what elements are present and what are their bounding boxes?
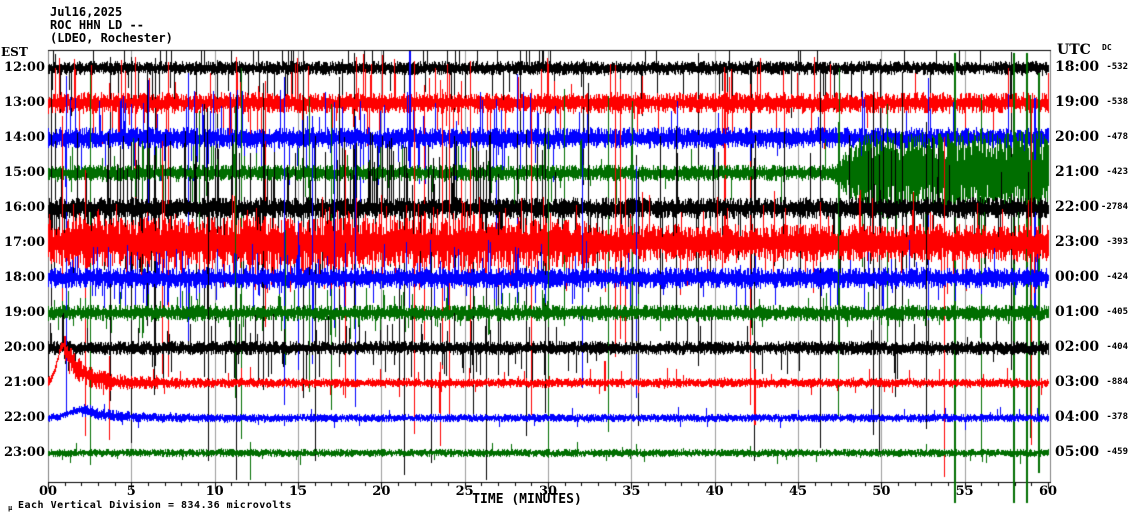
est-hour-label: 12:00 xyxy=(4,60,45,75)
minute-tick-label: 40 xyxy=(705,484,724,499)
dc-value-label: -405 xyxy=(1106,307,1128,317)
dc-value-label: -393 xyxy=(1106,237,1128,247)
dc-value-label: -478 xyxy=(1106,132,1128,142)
utc-hour-label: 20:00 xyxy=(1055,129,1100,145)
est-hour-label: 18:00 xyxy=(4,270,45,285)
dc-value-label: -2784 xyxy=(1100,202,1128,212)
est-hour-label: 14:00 xyxy=(4,130,45,145)
utc-hour-label: 19:00 xyxy=(1055,94,1100,110)
dc-header: DC xyxy=(1102,43,1112,52)
minute-tick-label: 5 xyxy=(126,484,136,499)
minute-tick-label: 10 xyxy=(205,484,224,499)
footer-note: Each Vertical Division = 834.36 microvol… xyxy=(18,500,292,511)
utc-hour-label: 18:00 xyxy=(1055,59,1100,75)
utc-hour-label: 00:00 xyxy=(1055,269,1100,285)
minute-tick-label: 00 xyxy=(38,484,58,499)
est-hour-label: 17:00 xyxy=(4,235,45,250)
footer-glyph: μ xyxy=(8,504,13,512)
dc-value-label: -538 xyxy=(1106,97,1128,107)
est-hour-label: 22:00 xyxy=(4,410,45,425)
minute-tick-label: 35 xyxy=(622,484,641,499)
dc-value-label: -423 xyxy=(1106,167,1128,177)
est-hour-label: 21:00 xyxy=(4,375,45,390)
x-axis-title: TIME (MINUTES) xyxy=(472,492,582,507)
dc-value-label: -532 xyxy=(1106,62,1128,72)
utc-hour-label: 21:00 xyxy=(1055,164,1100,180)
dc-value-label: -459 xyxy=(1106,447,1128,457)
est-hour-label: 16:00 xyxy=(4,200,45,215)
dc-value-label: -884 xyxy=(1106,377,1128,387)
minute-tick-label: 20 xyxy=(372,484,391,499)
dc-value-label: -378 xyxy=(1106,412,1128,422)
est-hour-label: 23:00 xyxy=(4,445,45,460)
dc-value-label: -404 xyxy=(1106,342,1128,352)
title-operator: (LDEO, Rochester) xyxy=(50,31,173,45)
minute-tick-label: 25 xyxy=(455,484,474,499)
est-hour-label: 13:00 xyxy=(4,95,45,110)
utc-hour-label: 22:00 xyxy=(1055,199,1100,215)
est-hour-label: 19:00 xyxy=(4,305,45,320)
minute-tick-label: 55 xyxy=(955,484,974,499)
est-header: EST xyxy=(1,45,28,59)
utc-header: UTC xyxy=(1057,42,1091,58)
minute-tick-label: 15 xyxy=(288,484,308,499)
est-hour-label: 20:00 xyxy=(4,340,45,355)
utc-hour-label: 02:00 xyxy=(1055,339,1100,355)
utc-hour-label: 03:00 xyxy=(1055,374,1100,390)
est-hour-label: 15:00 xyxy=(4,165,45,180)
utc-hour-label: 23:00 xyxy=(1055,234,1100,250)
utc-hour-label: 01:00 xyxy=(1055,304,1100,320)
title-station: ROC HHN LD -- xyxy=(50,18,144,32)
dc-value-label: -424 xyxy=(1106,272,1128,282)
minute-tick-label: 60 xyxy=(1038,484,1058,499)
minute-tick-label: 30 xyxy=(538,484,558,499)
minute-tick-label: 45 xyxy=(788,484,808,499)
utc-hour-label: 05:00 xyxy=(1055,444,1100,460)
title-date: Jul16,2025 xyxy=(50,5,123,19)
utc-hour-label: 04:00 xyxy=(1055,409,1100,425)
minute-tick-label: 50 xyxy=(872,484,891,499)
